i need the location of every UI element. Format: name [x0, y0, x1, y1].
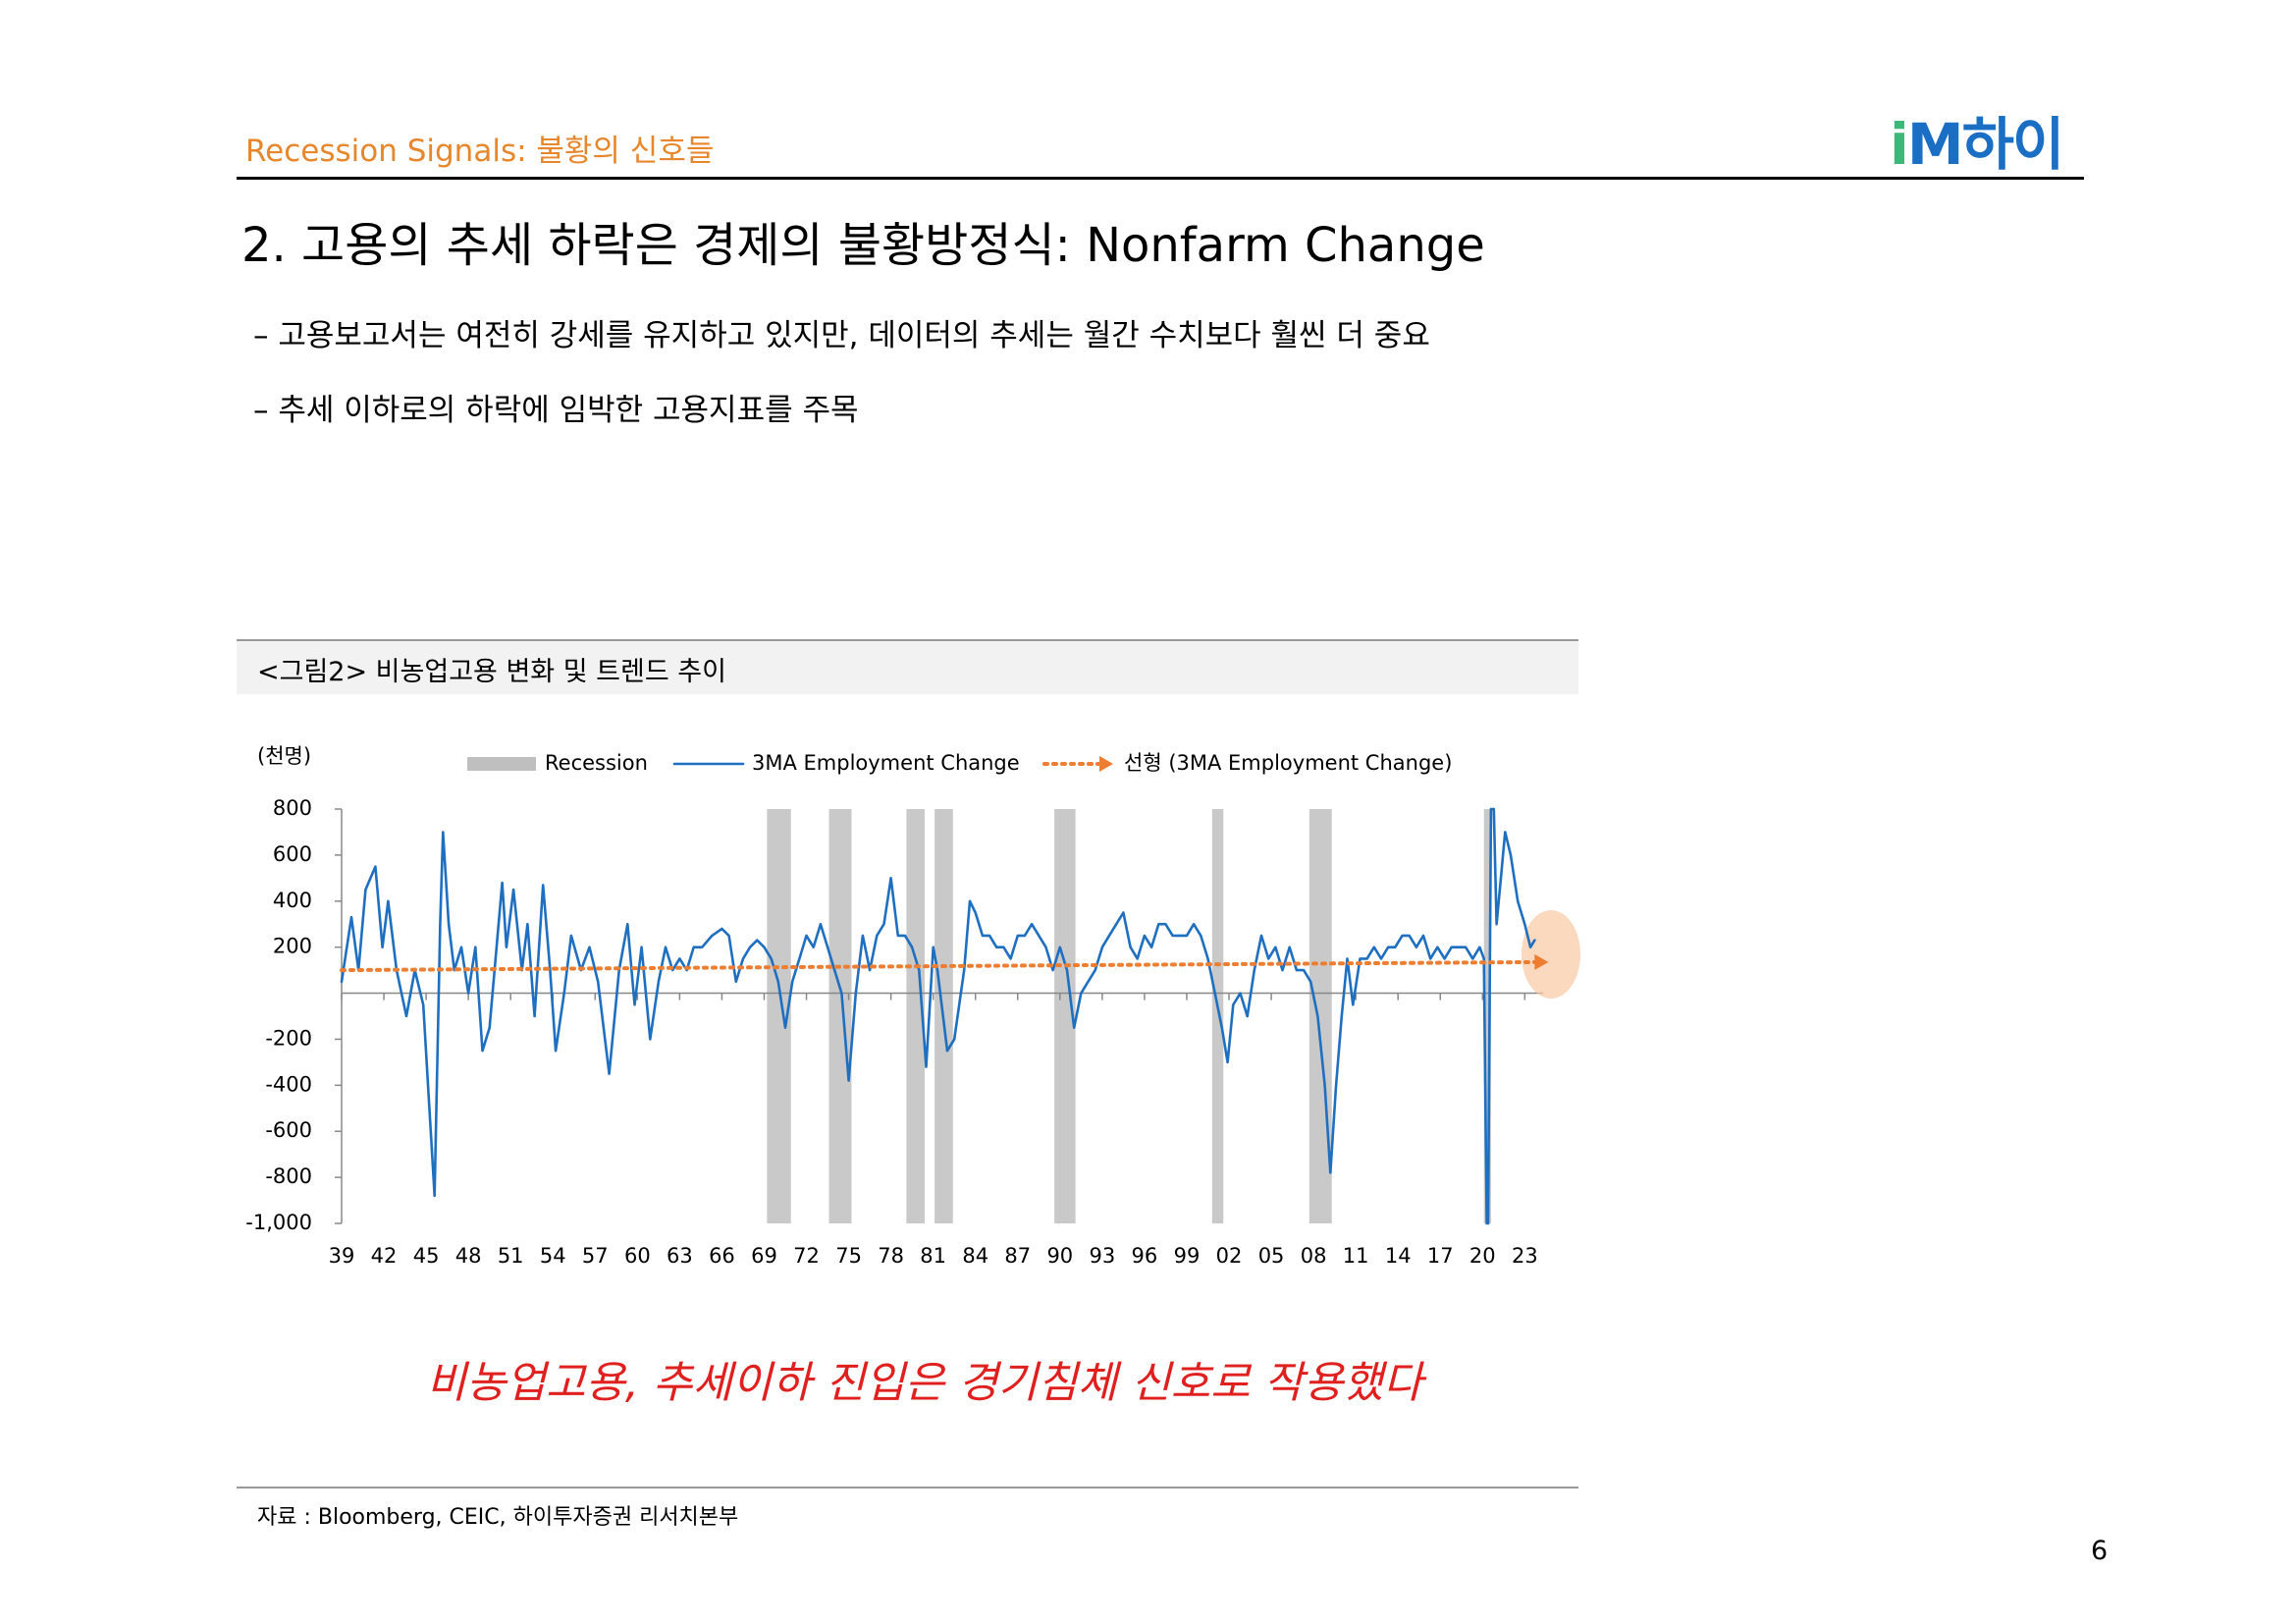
legend-arrow — [1099, 756, 1113, 772]
x-tick-label: 63 — [667, 1244, 693, 1268]
y-tick-label: -800 — [265, 1164, 312, 1188]
figure-caption: <그림2> 비농업고용 변화 및 트렌드 추이 — [257, 657, 726, 687]
recession-band — [1211, 809, 1224, 1223]
x-tick-label: 60 — [624, 1244, 651, 1268]
x-tick-label: 23 — [1512, 1244, 1538, 1268]
x-tick-label: 54 — [540, 1244, 566, 1268]
logo-m: M — [1906, 111, 1964, 178]
x-tick-label: 39 — [329, 1244, 355, 1268]
recession-band — [906, 809, 926, 1223]
x-tick-label: 96 — [1132, 1244, 1158, 1268]
legend-label: 3MA Employment Change — [752, 751, 1020, 775]
x-tick-label: 99 — [1174, 1244, 1201, 1268]
legend-swatch — [467, 757, 536, 771]
caption-box — [237, 639, 1578, 694]
x-tick-label: 72 — [793, 1244, 820, 1268]
x-tick-label: 51 — [498, 1244, 524, 1268]
y-tick-label: 800 — [273, 796, 312, 820]
recession-band — [1483, 809, 1491, 1223]
highlight-circle — [1522, 910, 1580, 999]
legend-label: 선형 (3MA Employment Change) — [1124, 751, 1452, 775]
x-tick-label: 81 — [920, 1244, 946, 1268]
y-tick-label: -400 — [265, 1072, 312, 1096]
section-title: Recession Signals: 불황의 신호들 — [245, 134, 715, 169]
series-line — [340, 807, 1536, 1225]
x-tick-label: 87 — [1004, 1244, 1031, 1268]
y-tick-label: 200 — [273, 935, 312, 958]
legend-label: Recession — [545, 751, 648, 775]
x-tick-label: 02 — [1216, 1244, 1243, 1268]
x-tick-label: 84 — [962, 1244, 988, 1268]
recession-band — [828, 809, 852, 1223]
source-rule — [237, 1487, 1578, 1489]
logo-text: 하이 — [1961, 111, 2065, 178]
y-tick-label: -600 — [265, 1118, 312, 1142]
x-tick-label: 93 — [1089, 1244, 1115, 1268]
x-tick-label: 69 — [751, 1244, 777, 1268]
x-tick-label: 90 — [1046, 1244, 1073, 1268]
x-tick-label: 42 — [371, 1244, 398, 1268]
trend-line — [340, 959, 1537, 973]
recession-band — [1054, 809, 1076, 1223]
x-tick-label: 05 — [1258, 1244, 1285, 1268]
x-tick-label: 45 — [413, 1244, 440, 1268]
y-tick-label: -200 — [265, 1026, 312, 1050]
heading: 2. 고용의 추세 하락은 경제의 불황방정식: Nonfarm Change — [241, 218, 1485, 273]
bullet: – 고용보고서는 여전히 강세를 유지하고 있지만, 데이터의 추세는 월간 수… — [253, 318, 1430, 353]
x-tick-label: 14 — [1385, 1244, 1412, 1268]
x-tick-label: 75 — [835, 1244, 862, 1268]
x-tick-label: 11 — [1343, 1244, 1369, 1268]
x-tick-label: 08 — [1301, 1244, 1327, 1268]
x-tick-label: 48 — [455, 1244, 482, 1268]
x-tick-label: 66 — [709, 1244, 735, 1268]
y-tick-label: 400 — [273, 889, 312, 912]
y-tick-label: 600 — [273, 842, 312, 866]
y-tick-label: -1,000 — [245, 1211, 312, 1234]
trend-arrow — [1534, 953, 1549, 970]
logo: iM하이 — [1890, 98, 2065, 181]
page-number: 6 — [2091, 1536, 2109, 1566]
y-unit-label: (천명) — [257, 744, 311, 768]
logo-i: i — [1890, 111, 1909, 178]
header-rule — [237, 177, 2084, 180]
x-tick-label: 57 — [582, 1244, 609, 1268]
x-tick-label: 20 — [1469, 1244, 1496, 1268]
bullet: – 추세 이하로의 하락에 임박한 고용지표를 주목 — [253, 393, 859, 428]
highlight-note: 비농업고용, 추세이하 진입은 경기침체 신호로 작용했다 — [426, 1358, 1423, 1408]
source: 자료 : Bloomberg, CEIC, 하이투자증권 리서치본부 — [257, 1505, 739, 1530]
x-tick-label: 17 — [1427, 1244, 1454, 1268]
x-tick-label: 78 — [878, 1244, 904, 1268]
